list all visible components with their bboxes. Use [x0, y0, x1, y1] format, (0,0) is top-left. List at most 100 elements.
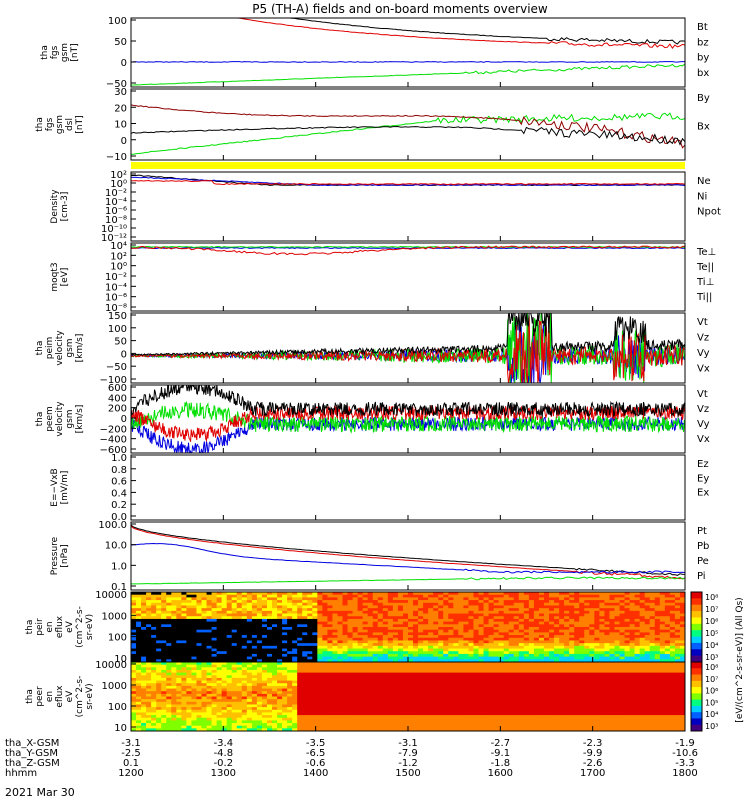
spectrogram-cell	[377, 709, 384, 714]
spectrogram-cell	[352, 592, 359, 596]
spectrogram-cell	[478, 691, 485, 695]
spectrogram-cell	[372, 610, 379, 615]
spectrogram-cell	[664, 618, 671, 623]
spectrogram-cell	[266, 685, 273, 690]
spectrogram-cell	[131, 643, 137, 647]
spectrogram-cell	[478, 618, 485, 623]
spectrogram-cell	[559, 592, 565, 596]
spectrogram-cell	[181, 715, 187, 719]
spectrogram-cell	[468, 632, 475, 636]
spectrogram-cell	[609, 629, 616, 633]
spectrogram-cell	[533, 643, 540, 647]
spectrogram-cell	[543, 618, 550, 623]
spectrogram-cell	[508, 618, 515, 623]
spectrogram-cell	[433, 635, 439, 639]
spectrogram-cell	[347, 635, 354, 639]
spectrogram-cell	[614, 621, 621, 625]
spectrogram-cell	[418, 691, 424, 695]
spectrogram-cell	[559, 613, 565, 617]
spectrogram-cell	[418, 645, 424, 650]
spectrogram-cell	[488, 600, 495, 604]
spectrogram-cell	[433, 701, 439, 706]
spectrogram-cell	[453, 640, 459, 644]
spectrogram-cell	[362, 621, 369, 625]
spectrogram-cell	[538, 635, 545, 639]
spectrogram-cell	[377, 691, 384, 695]
spectrogram-cell	[382, 656, 389, 660]
spectrogram-cell	[176, 723, 182, 727]
spectrogram-cell	[463, 664, 470, 668]
spectrogram-cell	[438, 717, 444, 721]
spectrogram-cell	[287, 618, 293, 623]
spectrogram-cell	[463, 640, 470, 644]
spectrogram-cell	[342, 605, 349, 609]
spectrogram-cell	[231, 659, 238, 662]
spectrogram-cell	[463, 610, 470, 615]
spectrogram-cell	[246, 725, 253, 729]
spectrogram-cell	[176, 600, 182, 604]
spectrogram-cell	[141, 696, 147, 700]
spectrogram-cell	[569, 597, 575, 601]
spectrogram-cell	[559, 635, 565, 639]
spectrogram-cell	[221, 656, 228, 660]
spectrogram-cell	[463, 629, 470, 633]
spectrogram-cell	[448, 592, 454, 596]
spectrogram-cell	[372, 624, 379, 628]
spectrogram-cell	[559, 605, 565, 609]
spectrogram-cell	[599, 608, 606, 612]
spectrogram-cell	[171, 627, 177, 631]
spectrogram-cell	[312, 675, 318, 679]
spectrogram-cell	[347, 669, 354, 674]
y-axis-label: (cm^2-s-	[75, 606, 85, 648]
spectrogram-cell	[669, 656, 676, 660]
spectrogram-cell	[251, 693, 258, 698]
spectrogram-cell	[664, 659, 671, 662]
y-tick-label: 10⁰	[110, 179, 127, 190]
spectrogram-cell	[236, 677, 243, 682]
spectrogram-cell	[594, 618, 600, 623]
spectrogram-cell	[186, 629, 193, 633]
spectrogram-cell	[256, 624, 263, 628]
spectrogram-cell	[231, 723, 238, 727]
spectrogram-cell	[614, 648, 621, 652]
spectrogram-cell	[221, 717, 228, 721]
spectrogram-cell	[287, 720, 293, 724]
spectrogram-cell	[387, 616, 394, 620]
spectrogram-cell	[549, 637, 555, 642]
spectrogram-cell	[614, 653, 621, 658]
spectrogram-cell	[418, 675, 424, 679]
spectrogram-cell	[251, 653, 258, 658]
spectrogram-cell	[367, 600, 374, 604]
spectrogram-cell	[443, 725, 449, 729]
spectrogram-cell	[256, 683, 263, 687]
spectrogram-cell	[538, 600, 545, 604]
spectrogram-cell	[226, 688, 233, 692]
spectrogram-cell	[458, 645, 464, 650]
spectrogram-cell	[211, 610, 218, 615]
spectrogram-cell	[292, 618, 298, 623]
spectrogram-cell	[347, 683, 354, 687]
spectrogram-cell	[231, 712, 238, 716]
spectrogram-cell	[478, 637, 485, 642]
spectrogram-cell	[287, 651, 293, 655]
spectrogram-cell	[654, 608, 661, 612]
spectrogram-cell	[387, 723, 394, 727]
spectrogram-cell	[261, 624, 268, 628]
spectrogram-cell	[448, 701, 454, 706]
spectrogram-cell	[196, 683, 203, 687]
spectrogram-cell	[604, 592, 611, 596]
spectrogram-cell	[357, 683, 364, 687]
spectrogram-cell	[543, 627, 550, 631]
spectrogram-cell	[387, 613, 394, 617]
spectrogram-cell	[367, 653, 374, 658]
spectrogram-cell	[372, 629, 379, 633]
spectrogram-cell	[307, 645, 313, 650]
spectrogram-cell	[317, 677, 323, 682]
spectrogram-cell	[256, 610, 263, 615]
spectrogram-cell	[181, 635, 187, 639]
spectrogram-cell	[151, 637, 157, 642]
spectrogram-cell	[206, 720, 213, 724]
spectrogram-cell	[413, 605, 419, 609]
spectrogram-cell	[579, 605, 585, 609]
spectrogram-cell	[518, 602, 525, 607]
